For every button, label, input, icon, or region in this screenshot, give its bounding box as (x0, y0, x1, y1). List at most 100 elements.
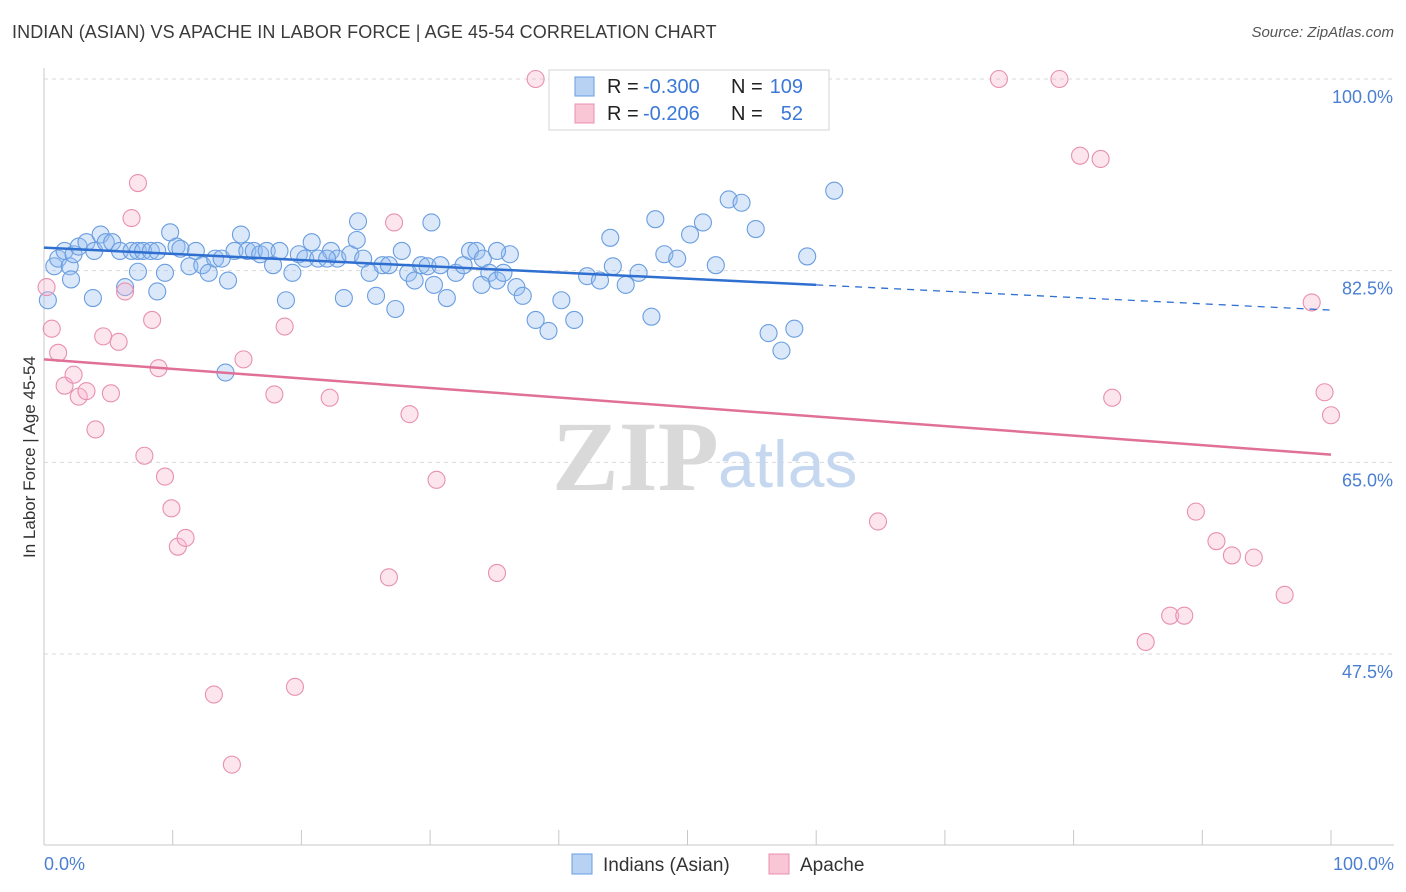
apache-point-7 (86, 420, 105, 439)
apache-point-17 (155, 467, 175, 486)
apache-point-43 (1302, 293, 1321, 312)
apache-point-15 (143, 310, 162, 330)
indians-asian-point-19 (155, 263, 175, 282)
apache-point-6 (77, 382, 96, 401)
indians-asian-trend-extension (816, 284, 1332, 311)
apache-point-20 (176, 528, 195, 547)
apache-point-22 (275, 317, 294, 336)
apache-point-18 (162, 499, 181, 518)
indians-asian-point-80 (616, 275, 635, 294)
indians-asian-point-30 (231, 225, 250, 244)
legend-swatch-pink (574, 103, 595, 124)
trend-lines (43, 246, 1332, 456)
indians-asian-point-93 (785, 319, 804, 338)
indians-asian-point-37 (276, 291, 296, 310)
apache-point-27 (526, 69, 545, 89)
apache-point-40 (1222, 546, 1241, 565)
indians-asian-point-81 (629, 263, 648, 282)
apache-point-8 (94, 327, 113, 346)
x-tick-label-100: 100.0% (1333, 854, 1394, 874)
indians-asian-point-102 (472, 275, 491, 294)
legend-r-value-2: -0.206 (643, 103, 700, 125)
apache-point-49 (285, 677, 305, 696)
indians-asian-point-96 (83, 288, 102, 308)
indians-asian-point-17 (141, 241, 160, 261)
y-tick-label-0: 47.5% (1342, 662, 1393, 682)
indians-asian-point-103 (601, 228, 620, 247)
indians-asian-point-26 (206, 249, 225, 268)
apache-trend-line (43, 358, 1332, 456)
indians-asian-point-61 (437, 288, 456, 308)
indians-asian-point-45 (334, 288, 353, 308)
indians-asian-point-92 (772, 341, 791, 360)
apache-point-48 (265, 385, 284, 404)
x-tick-label-0: 0.0% (44, 854, 85, 874)
indians-asian-point-28 (218, 271, 238, 290)
indians-asian-point-94 (798, 247, 817, 266)
apache-point-1 (42, 319, 61, 338)
indians-asian-point-89 (732, 193, 751, 212)
indians-asian-point-84 (668, 249, 687, 268)
indians-asian-point-78 (590, 271, 610, 290)
apache-point-45 (1321, 406, 1341, 425)
indians-asian-point-41 (302, 233, 321, 252)
y-tick-label-3: 100.0% (1332, 87, 1393, 107)
apache-point-51 (379, 568, 398, 587)
apache-point-4 (64, 365, 83, 384)
apache-point-11 (116, 282, 135, 301)
apache-point-14 (135, 446, 154, 465)
bottom-legend-swatch-pink (768, 853, 790, 875)
apache-point-10 (109, 332, 128, 351)
bottom-legend-label-indians: Indians (Asian) (603, 855, 730, 876)
indians-asian-point-85 (681, 225, 700, 244)
apache-point-24 (400, 405, 419, 424)
apache-point-23 (385, 213, 404, 232)
apache-point-34 (1103, 388, 1122, 407)
legend-r-label-1: R = (607, 76, 639, 98)
apache-point-0 (37, 278, 56, 297)
apache-point-13 (128, 173, 148, 193)
indians-asian-point-91 (759, 324, 778, 343)
source-label: Source: ZipAtlas.com (1251, 24, 1394, 41)
apache-point-46 (204, 685, 223, 704)
y-tick-label-1: 65.0% (1342, 470, 1393, 490)
apache-point-39 (1207, 532, 1226, 551)
indians-asian-point-65 (467, 241, 486, 261)
indians-asian-trend-line (43, 246, 817, 287)
apache-point-21 (234, 350, 253, 369)
bottom-legend: Indians (Asian) Apache (571, 853, 864, 876)
apache-point-12 (122, 209, 141, 228)
apache-point-30 (989, 69, 1009, 89)
indians-asian-point-72 (513, 286, 532, 305)
bottom-legend-swatch-blue (571, 853, 593, 875)
indians-asian-point-79 (603, 257, 622, 276)
chart-title: INDIAN (ASIAN) VS APACHE IN LABOR FORCE … (12, 22, 717, 42)
indians-asian-point-47 (347, 230, 366, 250)
legend-swatch-blue (574, 76, 595, 97)
indians-asian-point-99 (422, 213, 441, 232)
apache-point-26 (427, 470, 446, 489)
indians-asian-point-95 (825, 181, 844, 200)
axes (43, 68, 1394, 846)
legend-box: R = -0.300 N = 109 R = -0.206 N = 52 (548, 69, 830, 131)
indians-asian-point-104 (487, 241, 507, 261)
indians-asian-point-53 (386, 299, 405, 319)
y-tick-labels: 47.5% 65.0% 82.5% 100.0% (1332, 87, 1393, 682)
indians-asian-point-69 (494, 263, 513, 282)
indians-asian-point-22 (180, 257, 199, 276)
y-axis-title: In Labor Force | Age 45-54 (20, 356, 39, 558)
indians-asian-point-90 (746, 219, 765, 239)
indians-asian-point-60 (431, 256, 450, 275)
legend-r-label-2: R = (607, 103, 639, 125)
indians-asian-point-82 (642, 307, 661, 326)
legend-n-label-1: N = (731, 76, 763, 98)
apache-point-25 (487, 563, 507, 583)
apache-point-38 (1186, 502, 1205, 521)
apache-point-37 (1175, 606, 1194, 625)
indians-asian-point-86 (693, 213, 712, 232)
indians-asian-point-50 (366, 286, 386, 305)
apache-point-47 (222, 755, 241, 774)
indians-asian-point-73 (526, 310, 545, 330)
watermark-atlas: atlas (718, 427, 857, 501)
